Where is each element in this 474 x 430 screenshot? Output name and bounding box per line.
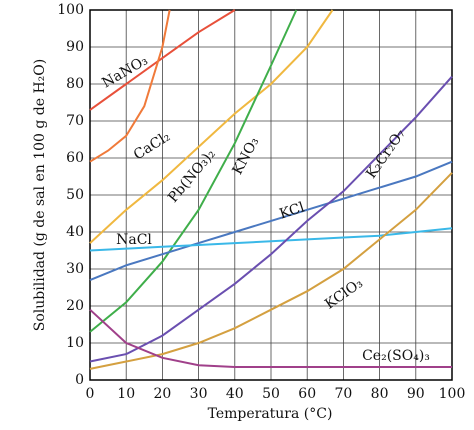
series-line [89, 75, 453, 363]
x-tick-label: 10 [117, 386, 135, 402]
x-tick-label: 100 [439, 386, 466, 402]
x-tick-label: 20 [153, 386, 171, 402]
series-label: K₂Cr₂O₇ [363, 126, 409, 182]
y-tick-label: 0 [75, 372, 84, 388]
series-label: NaCl [116, 232, 152, 248]
y-tick-label: 100 [57, 2, 84, 18]
y-tick-label: 40 [66, 224, 84, 240]
series-line [89, 227, 453, 252]
x-tick-label: 30 [190, 386, 208, 402]
series-line [89, 9, 236, 111]
series-label: Ce₂(SO₄)₃ [362, 348, 430, 364]
series-line [89, 9, 334, 244]
x-tick-label: 80 [371, 386, 389, 402]
plot-frame [89, 9, 453, 381]
x-tick-label: 90 [407, 386, 425, 402]
series-line [89, 160, 453, 282]
series-label: KCl [278, 199, 307, 222]
y-tick-label: 80 [66, 76, 84, 92]
series-label: KClO₃ [322, 275, 366, 312]
x-tick-label: 0 [86, 386, 95, 402]
x-tick-label: 70 [334, 386, 352, 402]
x-tick-label: 40 [226, 386, 244, 402]
y-tick-label: 60 [66, 150, 84, 166]
series-line [89, 308, 452, 369]
series-line [89, 9, 171, 163]
series-line [89, 172, 453, 370]
y-tick-label: 90 [66, 39, 84, 55]
x-tick-label: 50 [262, 386, 280, 402]
y-tick-label: 30 [66, 261, 84, 277]
y-tick-label: 50 [66, 187, 84, 203]
series-line [89, 9, 298, 333]
y-axis-title: Solubilidad (g de sal en 100 g de H₂O) [32, 59, 48, 331]
x-axis-title: Temperatura (°C) [208, 406, 333, 422]
y-tick-label: 70 [66, 113, 84, 129]
y-tick-label: 10 [66, 335, 84, 351]
y-tick-label: 20 [66, 298, 84, 314]
series-label: Pb(NO₃)₂ [165, 146, 219, 206]
x-tick-label: 60 [298, 386, 316, 402]
